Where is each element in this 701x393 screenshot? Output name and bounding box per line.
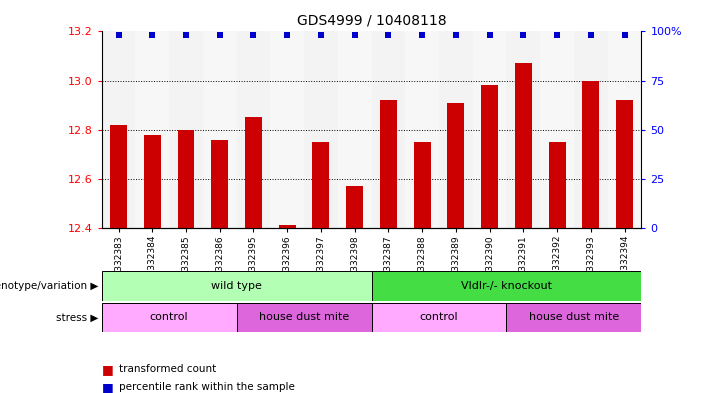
Title: GDS4999 / 10408118: GDS4999 / 10408118 bbox=[297, 13, 447, 28]
Bar bbox=[304, 31, 338, 228]
Text: control: control bbox=[150, 312, 189, 322]
Bar bbox=[237, 31, 271, 228]
Bar bbox=[372, 303, 507, 332]
Text: house dust mite: house dust mite bbox=[529, 312, 619, 322]
Bar bbox=[237, 303, 372, 332]
Bar bbox=[279, 226, 296, 228]
Bar bbox=[338, 31, 372, 228]
Bar bbox=[507, 31, 540, 228]
Bar bbox=[102, 303, 237, 332]
Bar bbox=[481, 85, 498, 228]
Bar bbox=[608, 31, 641, 228]
Bar bbox=[372, 271, 641, 301]
Text: wild type: wild type bbox=[211, 281, 262, 291]
Bar bbox=[313, 142, 329, 228]
Text: ■: ■ bbox=[102, 380, 114, 393]
Bar bbox=[211, 140, 228, 228]
Text: transformed count: transformed count bbox=[119, 364, 217, 375]
Text: stress ▶: stress ▶ bbox=[56, 312, 98, 322]
Bar bbox=[583, 81, 599, 228]
Bar bbox=[507, 303, 641, 332]
Bar bbox=[380, 100, 397, 228]
Bar bbox=[540, 31, 574, 228]
Bar bbox=[102, 271, 372, 301]
Bar bbox=[177, 130, 194, 228]
Bar bbox=[271, 31, 304, 228]
Bar bbox=[616, 100, 633, 228]
Bar bbox=[203, 31, 237, 228]
Text: house dust mite: house dust mite bbox=[259, 312, 349, 322]
Bar bbox=[372, 31, 405, 228]
Bar bbox=[135, 31, 169, 228]
Bar bbox=[110, 125, 127, 228]
Bar bbox=[439, 31, 472, 228]
Bar bbox=[144, 135, 161, 228]
Bar bbox=[414, 142, 430, 228]
Bar bbox=[245, 118, 262, 228]
Bar bbox=[447, 103, 464, 228]
Text: Vldlr-/- knockout: Vldlr-/- knockout bbox=[461, 281, 552, 291]
Text: control: control bbox=[420, 312, 458, 322]
Bar bbox=[549, 142, 566, 228]
Bar bbox=[169, 31, 203, 228]
Bar bbox=[405, 31, 439, 228]
Bar bbox=[515, 63, 532, 228]
Text: ■: ■ bbox=[102, 363, 114, 376]
Text: genotype/variation ▶: genotype/variation ▶ bbox=[0, 281, 98, 291]
Bar bbox=[472, 31, 507, 228]
Bar bbox=[574, 31, 608, 228]
Bar bbox=[102, 31, 135, 228]
Text: percentile rank within the sample: percentile rank within the sample bbox=[119, 382, 295, 392]
Bar bbox=[346, 186, 363, 228]
